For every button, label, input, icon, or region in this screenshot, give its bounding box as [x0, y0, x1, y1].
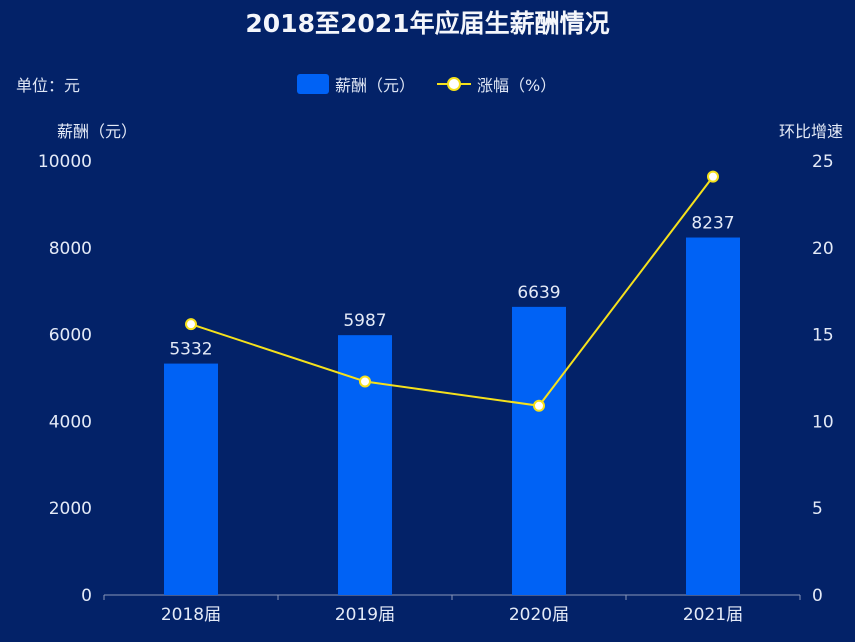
unit-label: 单位：元: [16, 76, 81, 95]
growth-point: [359, 375, 371, 388]
bar: [164, 363, 218, 595]
legend-line-swatch[interactable]: [437, 74, 472, 94]
y-tick-label: 2000: [49, 499, 92, 519]
y2-tick-label: 20: [812, 239, 834, 259]
y-tick-label: 6000: [49, 326, 92, 346]
chart-title: 2018至2021年应届生薪酬情况: [245, 9, 610, 38]
y2-axis-title: 环比增速: [779, 122, 843, 141]
bar: [338, 335, 392, 595]
legend: 薪酬（元） 涨幅（%）: [297, 72, 556, 96]
y2-tick-label: 15: [812, 326, 834, 346]
y2-tick-label: 10: [812, 412, 834, 432]
bar-data-label: 5987: [343, 311, 386, 331]
y-axis-title: 薪酬（元）: [57, 122, 137, 141]
y-tick-label: 4000: [49, 412, 92, 432]
bar-data-label: 5332: [169, 340, 212, 360]
y2-tick-label: 25: [812, 152, 834, 172]
y-tick-label: 10000: [38, 152, 92, 172]
growth-point: [707, 170, 719, 183]
x-tick-label: 2021届: [683, 605, 743, 625]
x-tick-label: 2020届: [509, 605, 569, 625]
legend-bar-swatch[interactable]: [297, 74, 329, 94]
growth-line: [190, 176, 714, 407]
y-tick-label: 8000: [49, 239, 92, 259]
legend-growth[interactable]: 涨幅（%）: [477, 76, 557, 95]
y2-tick-label: 0: [812, 586, 823, 606]
growth-point: [533, 399, 545, 412]
bar-data-label: 6639: [517, 283, 560, 303]
legend-salary[interactable]: 薪酬（元）: [335, 76, 416, 95]
growth-point: [185, 318, 197, 331]
bar-data-label: 8237: [691, 214, 734, 234]
bar: [512, 306, 566, 595]
bar: [686, 237, 740, 595]
y2-tick-label: 5: [812, 499, 823, 519]
x-tick-label: 2018届: [161, 605, 221, 625]
x-tick-label: 2019届: [335, 605, 395, 625]
y-tick-label: 0: [81, 586, 92, 606]
